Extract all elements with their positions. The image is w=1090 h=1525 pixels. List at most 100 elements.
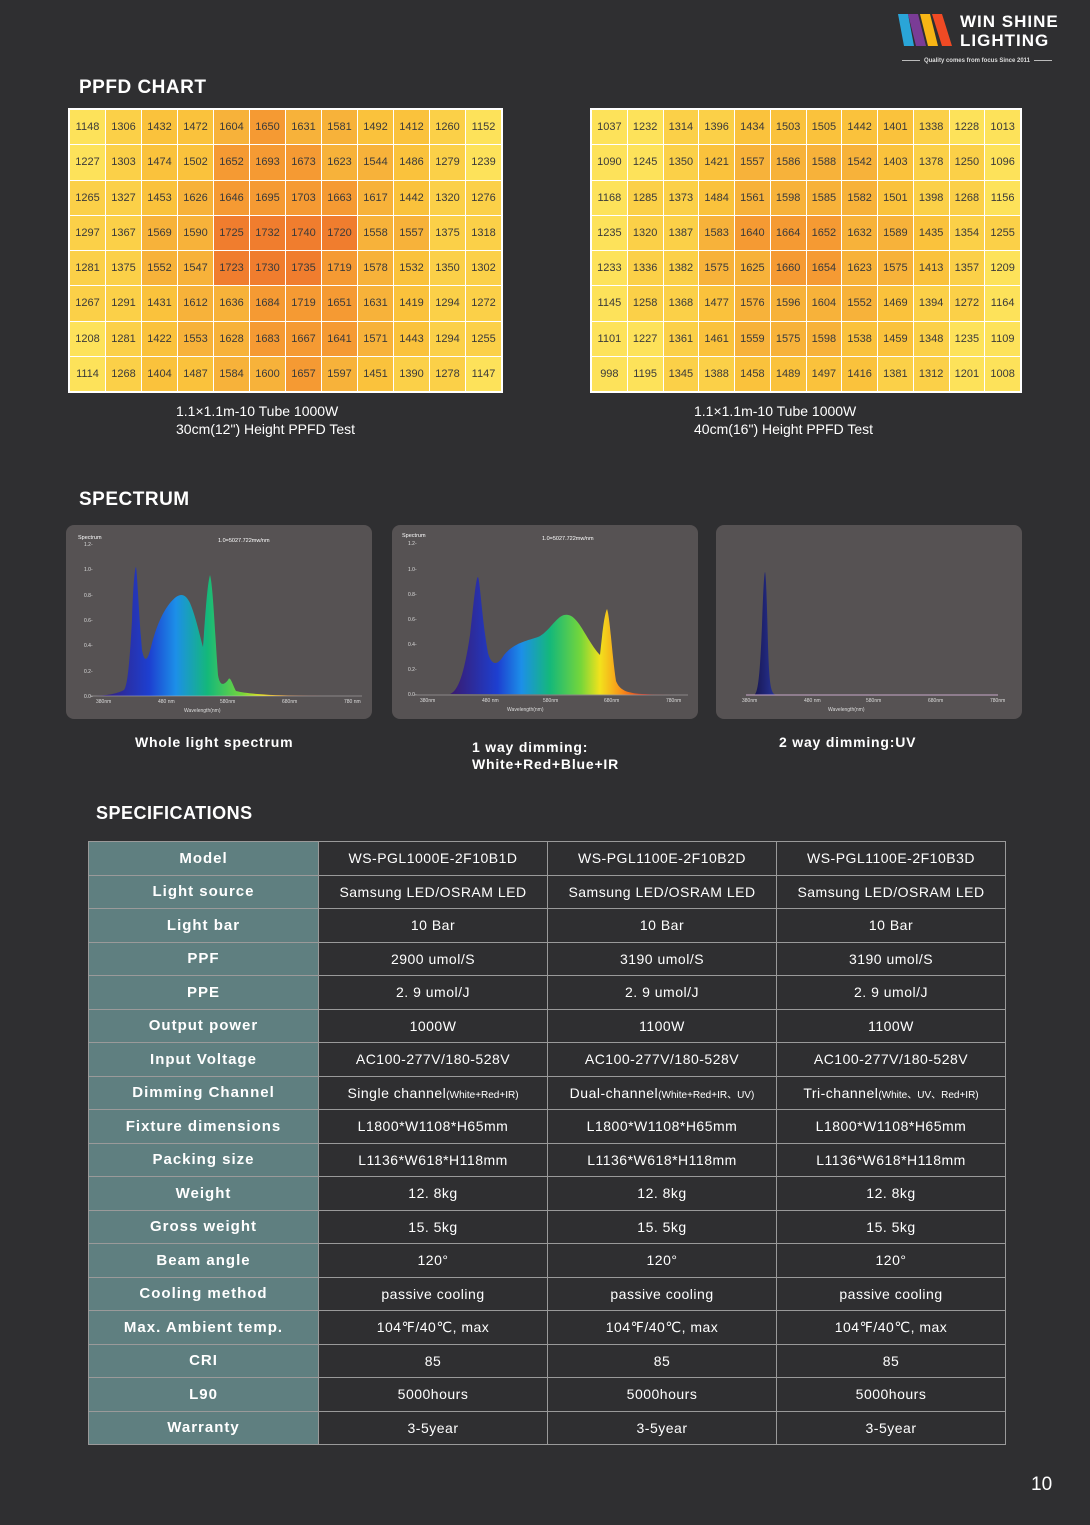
spec-row: CRI 85 85 85	[88, 1343, 1006, 1378]
spec-value: 12. 8kg	[318, 1176, 548, 1211]
ppfd-cell: 1503	[770, 110, 806, 145]
ppfd-cell: 1422	[142, 321, 177, 356]
ppfd-cell: 1640	[735, 215, 770, 250]
spec-value: 2900 umol/S	[318, 941, 548, 976]
spec-value-text: 120°	[646, 1252, 678, 1269]
spec-label: CRI	[88, 1343, 319, 1378]
y-tick: 1.0-	[408, 567, 417, 573]
spec-value: 12. 8kg	[776, 1176, 1006, 1211]
x-tick: 480 nm	[804, 698, 821, 704]
ppfd-cell: 1195	[627, 356, 663, 391]
spec-label: Max. Ambient temp.	[88, 1310, 319, 1345]
spec-value-text: L1800*W1108*H65mm	[357, 1118, 509, 1135]
spec-value: passive cooling	[547, 1276, 777, 1311]
ppfd-cell: 1650	[250, 110, 285, 145]
spec-value: 104℉/40℃, max	[776, 1310, 1006, 1345]
ppfd-caption-30cm-line1: 1.1×1.1m-10 Tube 1000W	[176, 403, 339, 419]
ppfd-cell: 1394	[913, 286, 949, 321]
ppfd-cell: 1497	[806, 356, 842, 391]
ppfd-cell: 1201	[949, 356, 985, 391]
ppfd-cell: 1631	[286, 110, 321, 145]
spec-value-text: Dual-channel	[569, 1084, 659, 1101]
ppfd-cell: 1552	[842, 286, 877, 321]
ppfd-cell: 1695	[250, 180, 285, 215]
x-tick: 380nm	[96, 699, 111, 705]
ppfd-cell: 1338	[913, 110, 949, 145]
ppfd-cell: 1272	[949, 286, 985, 321]
ppfd-cell: 1168	[592, 180, 627, 215]
spec-value-text: 104℉/40℃, max	[605, 1318, 719, 1335]
spec-value-text: 120°	[875, 1252, 907, 1269]
ppfd-cell: 1451	[358, 356, 393, 391]
ppfd-cell: 1260	[430, 110, 465, 145]
spec-row: Model WS-PGL1000E-2F10B1D WS-PGL1100E-2F10…	[88, 841, 1006, 876]
x-tick: 580nm	[220, 699, 235, 705]
spec-value: 120°	[547, 1243, 777, 1278]
spec-label: Input Voltage	[88, 1042, 319, 1077]
ppfd-cell: 1314	[663, 110, 699, 145]
ppfd-cell: 1336	[627, 251, 663, 286]
ppfd-cell: 1278	[430, 356, 465, 391]
ppfd-cell: 1660	[770, 251, 806, 286]
ppfd-cell: 1272	[466, 286, 501, 321]
spec-row: Light source Samsung LED/OSRAM LED Samsung…	[88, 874, 1006, 909]
spec-value: 104℉/40℃, max	[318, 1310, 548, 1345]
spectrum-panel-1way: Spectrum 1.0=5027.722mw/nm 1.2- 1.0- 0.8…	[392, 525, 698, 719]
ppfd-cell: 1348	[913, 321, 949, 356]
ppfd-cell: 1101	[592, 321, 627, 356]
spectrum-chart-label: Spectrum	[78, 535, 102, 541]
y-tick: 0.8-	[84, 593, 93, 599]
ppfd-cell: 1598	[806, 321, 842, 356]
spec-value: L1136*W618*H118mm	[318, 1142, 548, 1177]
spec-value: WS-PGL1100E-2F10B3D	[776, 841, 1006, 876]
ppfd-cell: 1469	[878, 286, 913, 321]
ppfd-cell: 1654	[806, 251, 842, 286]
spec-value: 1100W	[547, 1008, 777, 1043]
spec-value-text: L1800*W1108*H65mm	[815, 1118, 967, 1135]
spec-value: Samsung LED/OSRAM LED	[776, 874, 1006, 909]
spec-value-text: 15. 5kg	[408, 1218, 458, 1235]
ppfd-cell: 1730	[250, 251, 285, 286]
ppfd-cell: 1228	[949, 110, 985, 145]
x-tick: 780 nm	[344, 699, 361, 705]
ppfd-cell: 1474	[142, 145, 177, 180]
spec-value-text: 85	[882, 1352, 900, 1369]
ppfd-cell: 1008	[985, 356, 1020, 391]
spec-value-text: AC100-277V/180-528V	[584, 1051, 740, 1068]
y-tick: 0.4-	[408, 642, 417, 648]
spec-value-text: 10 Bar	[639, 917, 685, 934]
ppfd-cell: 1434	[735, 110, 770, 145]
spec-label: Beam angle	[88, 1243, 319, 1278]
spec-value-text: Samsung LED/OSRAM LED	[568, 883, 756, 900]
spec-value-text: 3-5year	[636, 1419, 688, 1436]
spec-row: Weight 12. 8kg 12. 8kg 12. 8kg	[88, 1176, 1006, 1211]
spectrum-curve	[96, 567, 362, 696]
ppfd-cell: 1209	[985, 251, 1020, 286]
spec-value-text: L1136*W618*H118mm	[816, 1151, 966, 1168]
ppfd-cell: 1626	[178, 180, 213, 215]
x-tick: 680nm	[282, 699, 297, 705]
logo-mark-icon	[898, 14, 952, 46]
ppfd-cell: 1090	[592, 145, 627, 180]
ppfd-cell: 1557	[735, 145, 770, 180]
ppfd-cell: 1152	[466, 110, 501, 145]
ppfd-cell: 1501	[878, 180, 913, 215]
spec-value-text: Samsung LED/OSRAM LED	[797, 883, 985, 900]
spec-value-text: 3190 umol/S	[848, 950, 934, 967]
y-tick: 0.6-	[408, 617, 417, 623]
spec-value-text: L1136*W618*H118mm	[358, 1151, 508, 1168]
spec-value: AC100-277V/180-528V	[776, 1042, 1006, 1077]
spec-row: Light bar 10 Bar 10 Bar 10 Bar	[88, 908, 1006, 943]
ppfd-cell: 1559	[735, 321, 770, 356]
x-tick: 380nm	[420, 698, 435, 704]
spec-value: passive cooling	[776, 1276, 1006, 1311]
x-tick: 780nm	[990, 698, 1005, 704]
ppfd-cell: 1302	[466, 251, 501, 286]
spec-value-text: 12. 8kg	[866, 1185, 916, 1202]
spec-label: L90	[88, 1377, 319, 1412]
ppfd-cell: 1312	[913, 356, 949, 391]
spec-value: 5000hours	[318, 1377, 548, 1412]
ppfd-cell: 1114	[70, 356, 105, 391]
x-tick: 580nm	[866, 698, 881, 704]
spec-value-text: 120°	[417, 1252, 449, 1269]
